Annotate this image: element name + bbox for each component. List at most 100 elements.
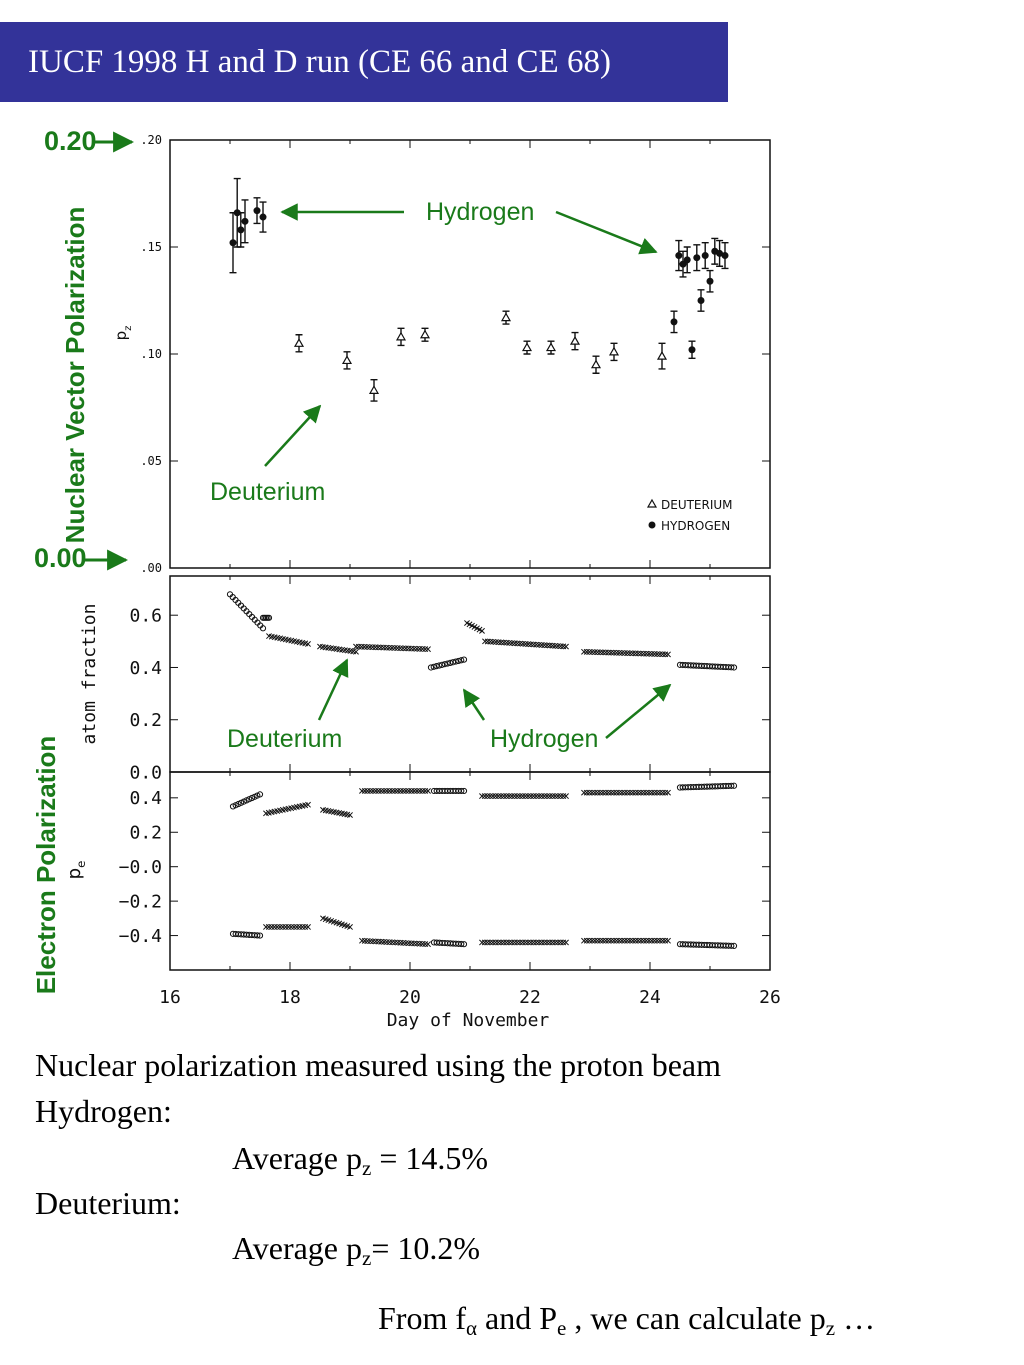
electron-polarization-point [581,937,587,944]
electron-polarization-point [646,937,652,944]
electron-polarization-point [544,793,550,800]
atom-fraction-point [656,651,663,658]
polarization-figure: .00 .05 .10 .15 .20 0.0 0.2 0.4 0.6 −0.4 −0.2 −0.0 0… [31,126,781,1030]
electron-polarization-point [503,793,510,800]
electron-polarization-point [408,940,415,947]
electron-polarization-point [370,787,376,794]
atom-fraction-point [600,649,606,656]
electron-polarization-point [489,939,496,946]
electron-polarization-point [546,939,553,946]
deuterium-point [608,346,620,356]
top-marker-label: 0.20 [44,126,97,156]
hydrogen-point [697,297,705,304]
electron-polarization-point [600,937,606,944]
electron-polarization-point [361,937,368,944]
electron-polarization-point [527,793,534,800]
electron-polarization-point [419,787,426,794]
legend-deuterium-marker [646,498,658,508]
electron-polarization-point [583,937,590,944]
electron-polarization-point [583,789,590,796]
electron-polarization-point [361,787,368,794]
electron-polarization-point [460,787,468,795]
atom-fraction-point [441,661,448,668]
hydrogen-label-top: Hydrogen [426,198,534,226]
bottom-marker-label: 0.00 [34,543,87,573]
atom-fraction-point [643,650,650,657]
electron-polarization-point [527,939,534,946]
y-tick-label: 0.6 [129,606,162,627]
electron-polarization-point [416,787,423,794]
atom-fraction-point [618,650,625,656]
electron-polarization-point [635,789,642,796]
electron-polarization-point [268,924,275,930]
atom-fraction-point [427,664,435,671]
electron-polarization-point [511,939,518,946]
electron-polarization-point [519,793,526,800]
electron-polarization-point [425,941,431,948]
nuclear-axis-title: Nuclear Vector Polarization [60,207,90,544]
y-tick-label: .20 [140,133,162,147]
electron-polarization-point [479,939,485,946]
electron-polarization-point [414,940,420,947]
hydrogen-point [693,254,701,262]
electron-polarization-point [279,924,286,930]
electron-polarization-point [637,789,644,796]
atom-fraction-point [411,645,418,652]
footer-mid: and P [477,1300,558,1336]
electron-polarization-point [484,939,491,946]
electron-polarization-point [533,793,540,800]
electron-polarization-point [293,924,300,930]
atom-fraction-point [640,650,647,657]
electron-polarization-point [372,938,379,945]
atom-fraction-point [608,649,615,656]
electron-polarization-point [656,789,663,796]
hydrogen-point [706,277,714,285]
electron-polarization-point [560,793,567,800]
electron-polarization-point [618,789,625,796]
electron-polarization-point [541,793,548,800]
atom-fraction-point [452,658,459,665]
electron-polarization-point [535,939,542,946]
electron-polarization-point [460,941,468,948]
electron-polarization-point [586,789,593,796]
electron-polarization-point [728,942,735,949]
electron-polarization-point [416,940,423,947]
atom-fraction-point [386,644,393,651]
atom-fraction-point [366,644,373,651]
electron-polarization-point [479,793,485,800]
y-tick-label: −0.0 [119,857,162,878]
x-tick-label: 16 [159,987,181,1008]
electron-polarization-point [277,924,283,930]
deuterium-average-value: = 10.2% [371,1230,481,1266]
atom-fraction-point [635,650,642,657]
electron-polarization-point [511,793,518,800]
legend-hydrogen-label: HYDROGEN [661,519,730,533]
electron-polarization-point [591,937,598,944]
footer-end: … [835,1300,876,1336]
electron-polarization-point [271,924,278,930]
electron-polarization-point [516,939,523,946]
atom-fraction-point [416,645,423,652]
electron-polarization-point [503,939,510,946]
y-tick-label: −0.4 [119,926,162,947]
electron-polarization-point [525,793,532,800]
deuterium-label-mid: Deuterium [227,725,342,753]
electron-polarization-point [589,789,596,796]
atom-fraction-point [369,644,376,651]
hydrogen-average-sub: z [362,1156,372,1180]
electron-polarization-point [458,787,465,795]
electron-polarization-point [498,939,504,946]
electron-polarization-point [662,789,669,796]
electron-polarization-point [481,793,488,800]
atom-fraction-point [419,646,426,652]
electron-polarization-point [408,787,415,794]
atom-fraction-point [583,648,590,655]
deuterium-arrow-mid [317,658,349,721]
atom-fraction-point [648,650,655,657]
atom-fraction-point [355,643,362,650]
electron-polarization-point [378,787,385,794]
atom-fraction-point [728,664,735,671]
electron-polarization-point [500,939,507,946]
electron-polarization-point [530,793,537,800]
y-tick-label: 0.2 [129,823,162,844]
